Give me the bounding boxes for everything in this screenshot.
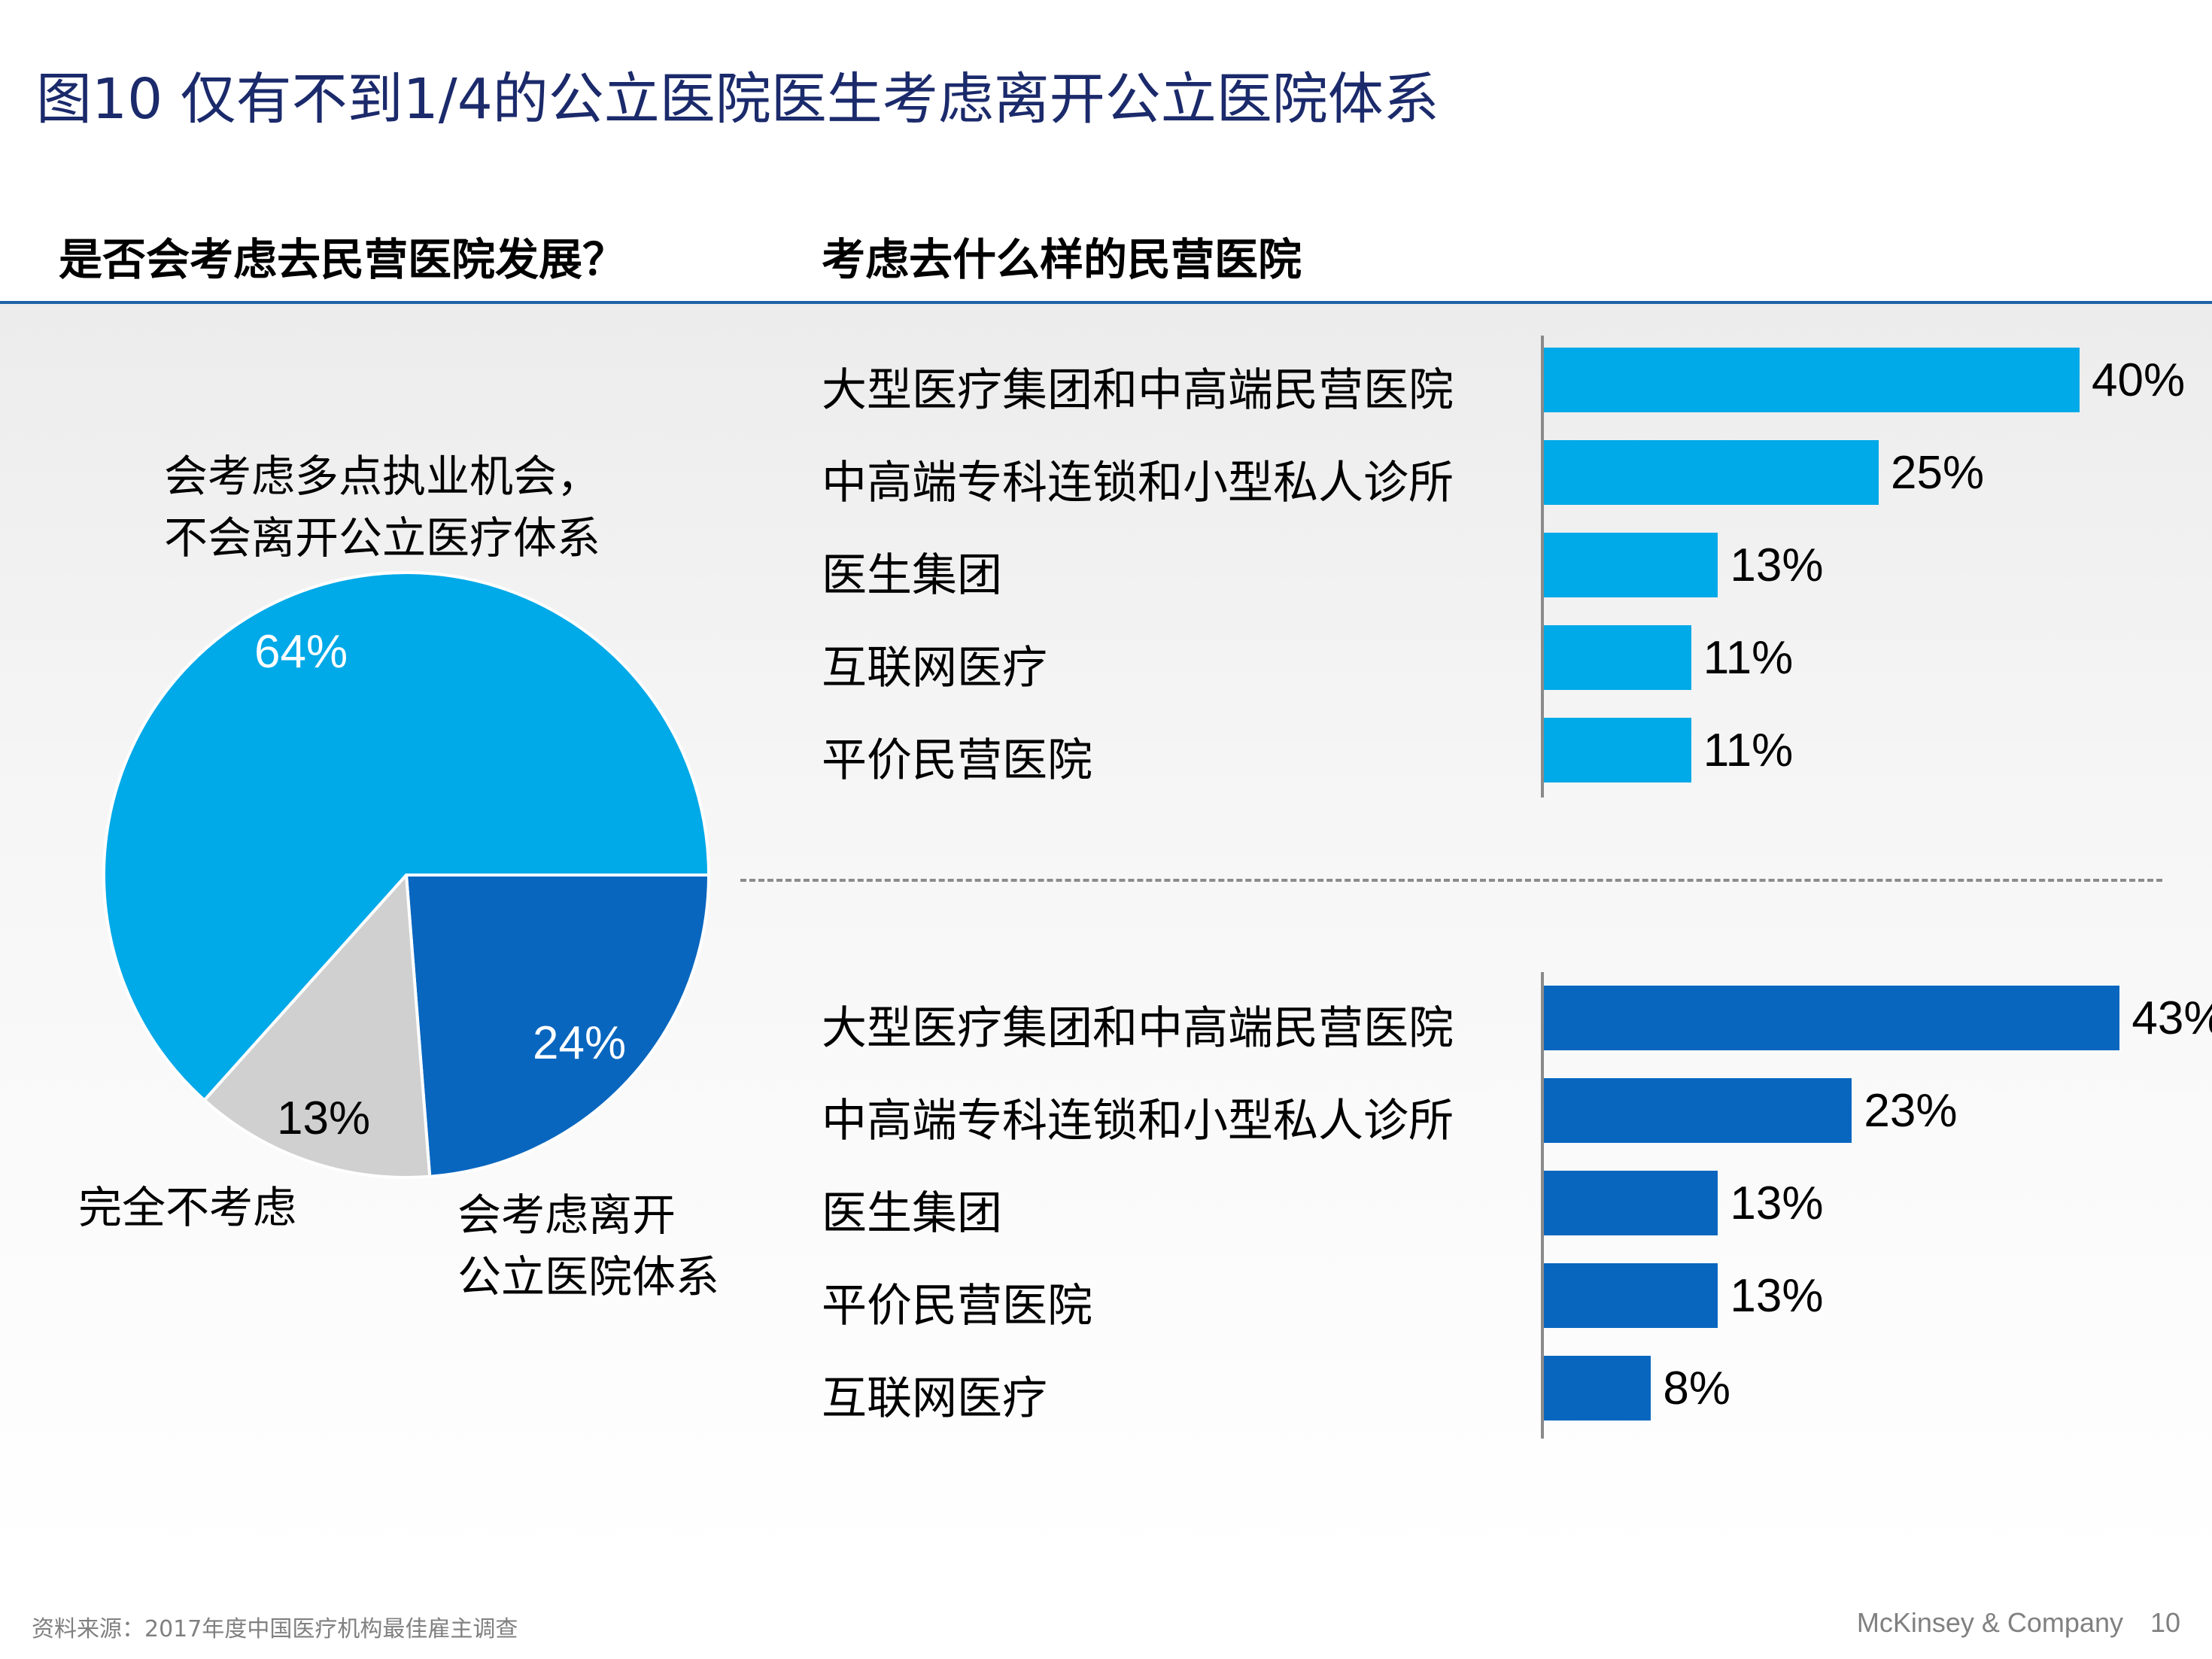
bar-chart-1-category-label: 互联网医疗 — [822, 642, 1047, 694]
bar-chart-1-category-label: 医生集团 — [822, 549, 1002, 602]
bar-chart-1-bar — [1544, 440, 1879, 505]
bar-chart-1-axis — [1541, 336, 1544, 798]
bar-chart-1-value-label: 11% — [1703, 632, 1794, 684]
bar-chart-2-value-label: 13% — [1730, 1177, 1824, 1229]
bar-chart-1-value-label: 13% — [1730, 539, 1824, 591]
bar-chart-2-category-label: 互联网医疗 — [822, 1372, 1047, 1425]
bar-chart-2-value-label: 13% — [1730, 1270, 1824, 1322]
bar-chart-2-value-label: 8% — [1663, 1363, 1730, 1414]
bar-chart-2-bar — [1544, 1078, 1852, 1143]
pie-value-13: 13% — [277, 1092, 371, 1144]
bar-chart-1-bar — [1544, 533, 1718, 597]
bar-chart-2-bar — [1544, 1171, 1718, 1235]
bar-chart-2-category-label: 医生集团 — [822, 1187, 1002, 1240]
header-rule — [0, 301, 2212, 304]
bar-chart-1-category-label: 平价民营医院 — [822, 734, 1092, 787]
bar-chart-2-category-label: 大型医疗集团和中高端民营医院 — [822, 1002, 1454, 1055]
pie-label-leave-line2: 公立医院体系 — [457, 1251, 720, 1302]
pie-label-never: 完全不考虑 — [78, 1182, 297, 1233]
bar-chart-2-category-label: 平价民营医院 — [822, 1280, 1092, 1332]
pie-slice-leave — [404, 874, 711, 1178]
bar-chart-1-bar — [1544, 718, 1691, 782]
bar-chart-2-value-label: 43% — [2131, 992, 2212, 1044]
bar-chart-2-axis — [1541, 972, 1544, 1439]
brand-label: McKinsey & Company — [1856, 1607, 2123, 1638]
bar-heading: 考虑去什么样的民营医院 — [822, 234, 1302, 285]
bar-chart-1-value-label: 11% — [1703, 725, 1794, 776]
source-note: 资料来源：2017年度中国医疗机构最佳雇主调查 — [32, 1616, 518, 1642]
page-title: 图10 仅有不到1/4的公立医院医生考虑离开公立医院体系 — [36, 67, 1439, 132]
pie-slice-multi-practice — [102, 571, 711, 1103]
bar-chart-2-category-label: 中高端专科连锁和小型私人诊所 — [822, 1095, 1454, 1147]
bar-chart-2-bar — [1544, 1356, 1651, 1420]
pie-label-multi-practice-line1: 会考虑多点执业机会， — [164, 451, 601, 502]
bar-chart-1-category-label: 中高端专科连锁和小型私人诊所 — [822, 457, 1454, 509]
page-number: 10 — [2150, 1607, 2180, 1638]
chart-divider — [740, 879, 2162, 882]
pie-label-leave: 会考虑离开 公立医院体系 — [457, 1184, 719, 1308]
pie-label-multi-practice: 会考虑多点执业机会， 不会离开公立医疗体系 — [164, 445, 600, 569]
bar-chart-2-bar — [1544, 1263, 1718, 1328]
pie-value-64: 64% — [254, 626, 348, 678]
bar-chart-1-value-label: 25% — [1891, 447, 1985, 499]
bar-chart-1-value-label: 40% — [2092, 354, 2186, 406]
bar-chart-2-value-label: 23% — [1864, 1085, 1958, 1137]
pie-heading: 是否会考虑去民营医院发展？ — [59, 234, 627, 285]
pie-label-leave-line1: 会考虑离开 — [457, 1190, 676, 1241]
bar-chart-1-bar — [1544, 625, 1691, 690]
pie-slice-never — [202, 871, 432, 1180]
pie-label-multi-practice-line2: 不会离开公立医疗体系 — [164, 512, 601, 564]
bar-chart-1-bar — [1544, 348, 2080, 412]
bar-chart-1-category-label: 大型医疗集团和中高端民营医院 — [822, 364, 1454, 417]
pie-value-24: 24% — [533, 1017, 627, 1069]
bar-chart-2-bar — [1544, 986, 2120, 1050]
